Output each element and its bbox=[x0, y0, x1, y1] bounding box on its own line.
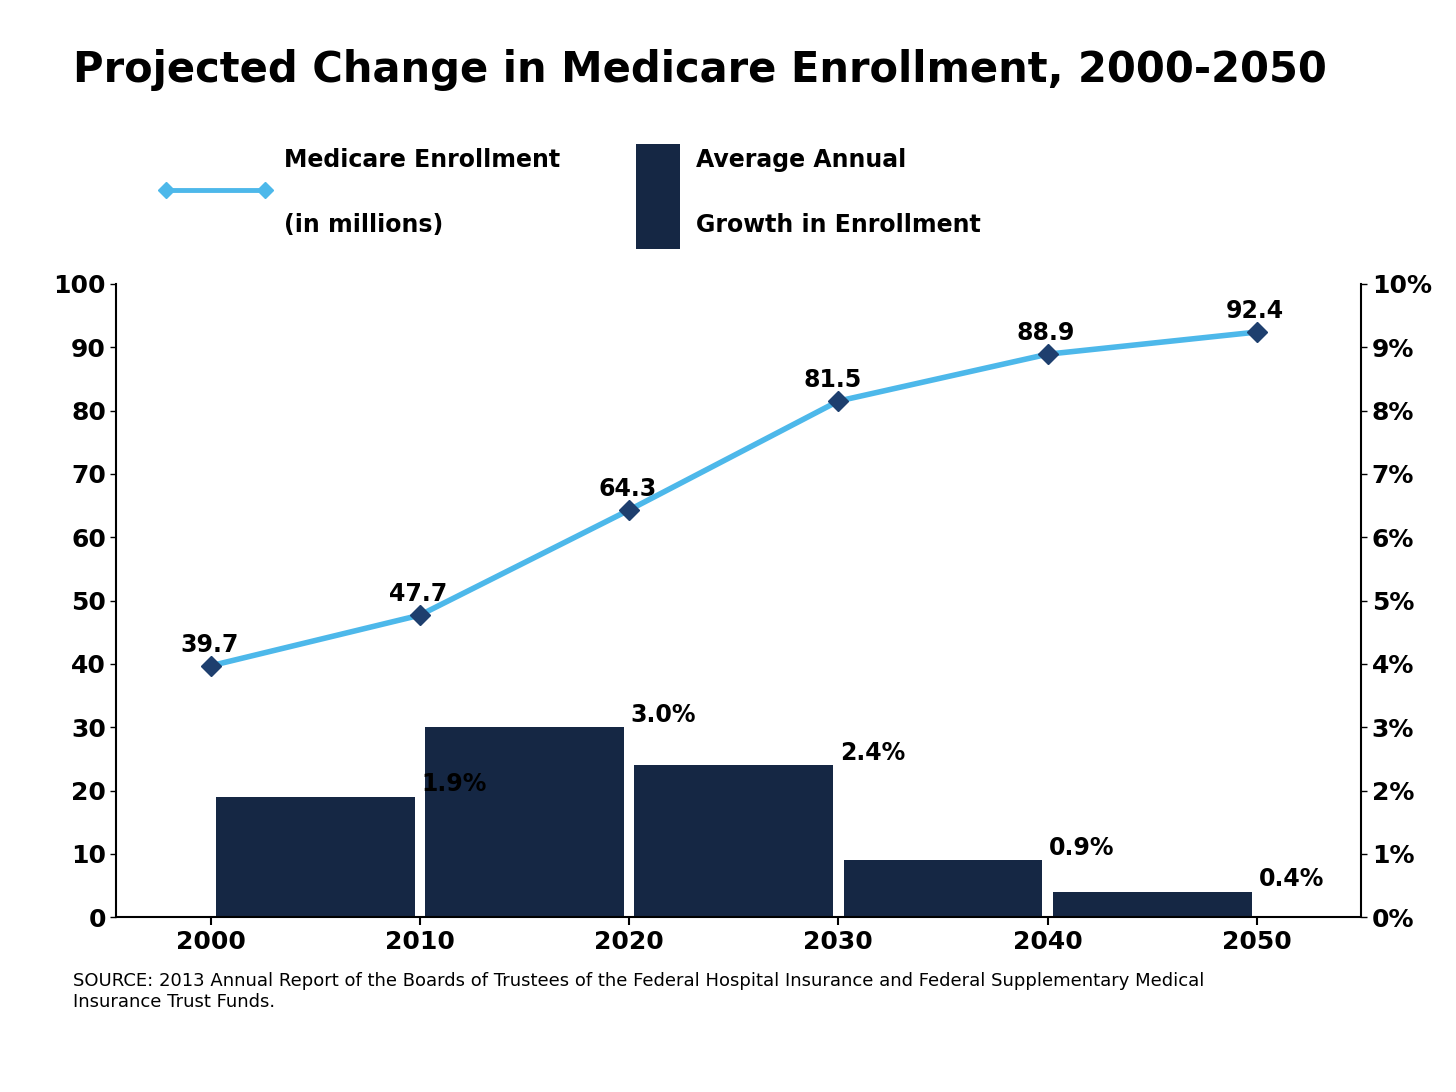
Text: THE HENRY J.: THE HENRY J. bbox=[1318, 987, 1376, 996]
Text: Growth in Enrollment: Growth in Enrollment bbox=[696, 213, 980, 237]
Bar bbox=[1053, 892, 1252, 917]
Text: Medicare Enrollment: Medicare Enrollment bbox=[284, 147, 559, 171]
Text: FAMILY: FAMILY bbox=[1318, 1032, 1376, 1047]
Text: 92.4: 92.4 bbox=[1226, 299, 1284, 323]
Text: FOUNDATION: FOUNDATION bbox=[1318, 1063, 1376, 1071]
Text: 3.0%: 3.0% bbox=[630, 703, 696, 726]
Text: 0.9%: 0.9% bbox=[1050, 835, 1115, 859]
Text: 2.4%: 2.4% bbox=[840, 740, 906, 764]
Text: 47.7: 47.7 bbox=[389, 582, 447, 606]
Text: (in millions): (in millions) bbox=[284, 213, 443, 237]
Bar bbox=[636, 144, 680, 249]
Text: 88.9: 88.9 bbox=[1016, 321, 1076, 345]
Text: 1.9%: 1.9% bbox=[422, 772, 486, 796]
Text: 39.7: 39.7 bbox=[181, 633, 239, 657]
Text: Average Annual: Average Annual bbox=[696, 147, 906, 171]
Bar bbox=[425, 727, 623, 917]
Text: 64.3: 64.3 bbox=[598, 477, 657, 501]
Bar bbox=[215, 797, 415, 917]
Text: KAISER: KAISER bbox=[1316, 1013, 1377, 1029]
Bar bbox=[843, 860, 1042, 917]
Text: 0.4%: 0.4% bbox=[1258, 867, 1324, 891]
Text: 81.5: 81.5 bbox=[804, 368, 862, 392]
Text: SOURCE: 2013 Annual Report of the Boards of Trustees of the Federal Hospital Ins: SOURCE: 2013 Annual Report of the Boards… bbox=[73, 972, 1204, 1011]
Bar bbox=[635, 765, 833, 917]
Text: Projected Change in Medicare Enrollment, 2000-2050: Projected Change in Medicare Enrollment,… bbox=[73, 49, 1326, 91]
